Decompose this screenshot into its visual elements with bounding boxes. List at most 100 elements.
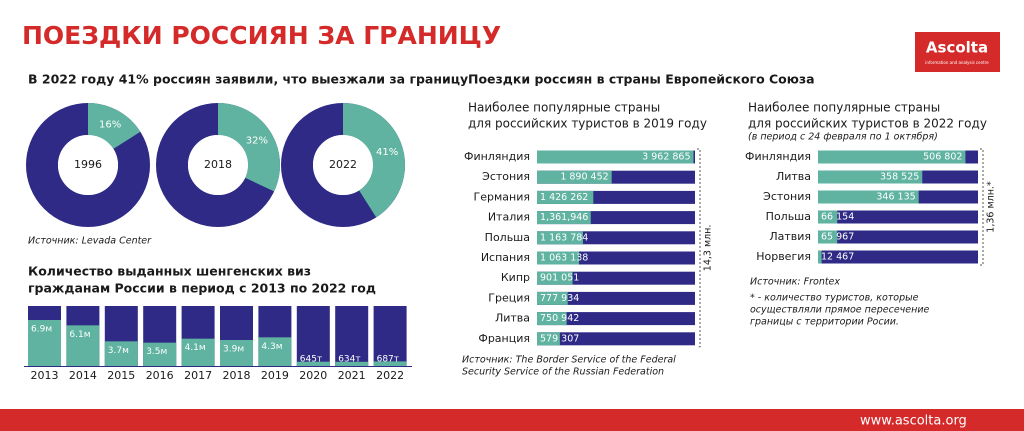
donut-slice [218,103,280,192]
x-tick-label: 2014 [69,369,97,382]
source: Security Service of the Russian Federati… [462,367,664,378]
value-label: 32% [246,135,268,146]
value-label: 777 934 [540,293,579,304]
footnote: * - количество туристов, которые [750,293,919,304]
bar [537,150,694,164]
x-tick-label: 2021 [338,369,366,382]
bar-background [818,230,978,244]
y-tick-label: Германия [474,190,530,203]
donut-hole [313,135,373,195]
donut-year: 1996 [74,158,102,171]
value-label: 1 426 262 [540,192,588,203]
footnote: границы с территории Росии. [750,317,899,328]
value-label: 65 967 [821,232,854,243]
chart-subtitle: Наиболее популярные страны [468,101,660,115]
bar [258,337,292,366]
y-tick-label: Польша [485,231,530,244]
bar [181,338,215,366]
bar [28,320,61,366]
y-tick-label: Кипр [501,271,530,284]
bar [296,361,330,366]
y-tick-label: Литва [776,170,811,183]
footer-url: www.ascolta.org [860,414,967,429]
value-label: 901 051 [540,273,579,284]
value-label: 750 942 [540,313,579,324]
bar [818,190,919,204]
bar-background [537,271,695,285]
value-label: 634т [338,355,360,365]
x-tick-label: 2019 [261,369,289,382]
bar [220,340,253,366]
value-label: 506 802 [923,152,962,163]
value-label: 4.1м [185,343,206,353]
value-label: 1,361,946 [540,212,588,223]
value-label: 3.7м [108,346,129,356]
value-label: 1 063 138 [540,253,588,264]
bar [818,170,923,184]
value-label: 6.9м [31,325,52,335]
x-tick-label: 2018 [223,369,251,382]
y-tick-label: Италия [488,211,530,224]
bracket [980,148,984,266]
value-label: 358 525 [880,172,919,183]
x-tick-label: 2015 [107,369,135,382]
chart-note: (в период с 24 февраля по 1 октября) [748,132,938,143]
annotation: 14,3 млн. [703,225,714,272]
source: Источник: Levada Center [28,236,152,247]
chart-subtitle: Наиболее популярные страны [748,101,940,115]
value-label: 4.3м [261,342,282,352]
x-tick-label: 2020 [299,369,327,382]
bar-background [537,312,695,326]
chart-subtitle: для российских туристов в 2019 году [468,117,707,131]
y-tick-label: Польша [766,210,811,223]
chart-subtitle: для российских туристов в 2022 году [748,117,987,131]
bar [66,325,100,366]
value-label: 3.9м [223,345,244,355]
bar [537,251,579,265]
bar-background [818,250,978,264]
value-label: 66 154 [821,212,854,223]
value-label: 1 890 452 [560,172,608,183]
value-label: 3.5м [146,347,167,357]
donut-year: 2018 [204,158,232,171]
bar [537,231,583,245]
footer-band [0,409,1024,431]
value-label: 16% [99,120,121,131]
bar-background [296,306,330,366]
value-label: 12 467 [821,252,854,263]
y-tick-label: Испания [481,251,530,264]
y-tick-label: Латвия [769,230,811,243]
value-label: 579 307 [540,333,579,344]
annotation: 1,36 млн.* [986,181,997,233]
value-label: 645т [300,355,322,365]
logo-box [915,32,1000,72]
bar-background [335,306,369,366]
footnote: осуществляли прямое пересечение [750,305,930,316]
bar [537,332,560,346]
bar [335,361,369,366]
chart-title: Количество выданных шенгенских виз [28,264,311,279]
bar-background [818,210,978,224]
chart-title: В 2022 году 41% россиян заявили, что вые… [28,72,468,87]
bar [537,211,591,225]
donut-hole [188,135,248,195]
value-label: 6.1м [69,330,90,340]
y-tick-label: Литва [495,312,530,325]
bar [537,190,594,204]
source: Источник: The Border Service of the Fede… [462,355,676,366]
logo-name: Ascolta [926,39,988,57]
donut-hole [58,135,118,195]
x-tick-label: 2013 [31,369,59,382]
donut-slice [88,103,141,149]
page-title: ПОЕЗДКИ РОССИЯН ЗА ГРАНИЦУ [22,21,501,50]
donut-year: 2022 [329,158,357,171]
bar [818,210,838,224]
y-tick-label: Эстония [482,170,530,183]
bar [373,361,407,366]
bar-background [537,291,695,305]
bar [818,250,822,264]
y-tick-label: Греция [488,291,530,304]
bar [537,312,567,326]
y-tick-label: Финляндия [745,150,811,163]
